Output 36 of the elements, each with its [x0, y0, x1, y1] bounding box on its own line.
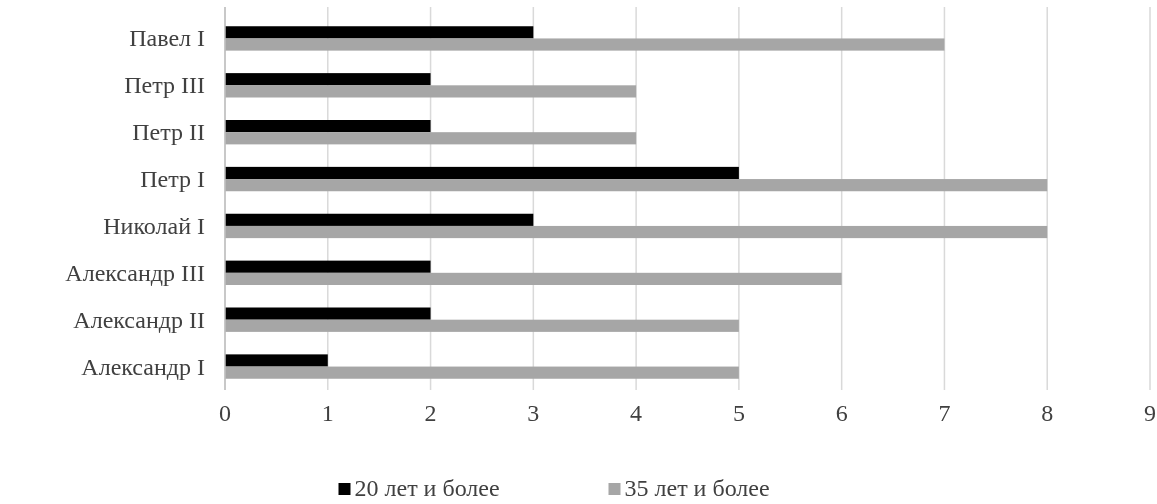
bar: [225, 225, 1048, 239]
bar: [225, 179, 1048, 192]
x-tick-label: 2: [424, 400, 437, 426]
bar: [225, 366, 739, 379]
x-tick-label: 4: [630, 400, 643, 426]
bar: [225, 307, 431, 320]
bar: [225, 38, 945, 51]
bar: [225, 132, 637, 145]
y-tick-label: Александр I: [81, 353, 205, 380]
bar: [225, 85, 637, 98]
x-tick-label: 8: [1041, 400, 1054, 426]
y-tick-label: Александр II: [73, 306, 205, 333]
x-tick-label: 1: [321, 400, 334, 426]
y-tick-label: Александр III: [65, 259, 205, 286]
y-tick-label: Николай I: [103, 212, 206, 239]
bar: [225, 272, 842, 285]
bar: [225, 213, 534, 226]
y-tick-label: Петр II: [132, 119, 206, 146]
y-tick-label: Петр I: [140, 166, 205, 193]
y-tick-label: Павел I: [129, 25, 206, 52]
bar: [225, 120, 431, 133]
legend-label: 35 лет и более: [624, 475, 770, 501]
bar: [225, 73, 431, 86]
x-tick-label: 5: [732, 400, 745, 426]
x-tick-label: 9: [1144, 400, 1156, 426]
bar: [225, 319, 739, 332]
x-tick-label: 3: [527, 400, 540, 426]
bar: [225, 166, 739, 180]
y-tick-label: Петр III: [124, 72, 205, 99]
bar: [225, 26, 534, 39]
x-tick-label: 0: [219, 400, 231, 426]
bar: [225, 260, 431, 273]
bar: [225, 354, 328, 367]
x-tick-label: 7: [938, 400, 951, 426]
legend-label: 20 лет и более: [354, 475, 500, 501]
x-tick-label: 6: [835, 400, 848, 426]
